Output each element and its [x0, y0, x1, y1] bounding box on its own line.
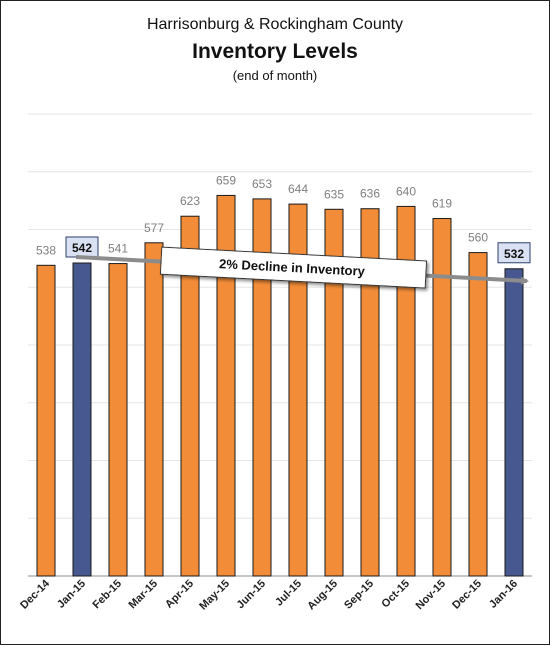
value-label-nov-15: 619 [432, 197, 452, 211]
bar-jan-16 [504, 268, 524, 577]
chart-note: (end of month) [232, 68, 318, 83]
value-label-oct-15: 640 [396, 184, 416, 198]
bar-may-15 [216, 194, 236, 577]
bar-feb-15 [108, 263, 128, 577]
chart-title: Harrisonburg & Rockingham County [146, 16, 404, 33]
chart-subtitle: Inventory Levels [192, 40, 358, 63]
value-label-aug-15: 635 [324, 187, 344, 201]
value-label-may-15: 659 [216, 173, 236, 187]
value-label-dec-14: 538 [36, 243, 56, 257]
trend-annotation: 2% Decline in Inventory [75, 246, 529, 289]
tick-label-mar-15: Mar-15 [127, 578, 161, 612]
bar-jan-15 [72, 262, 92, 577]
value-label-box [497, 242, 531, 264]
value-label-jul-15: 644 [288, 182, 308, 196]
tick-label-jun-15: Jun-15 [235, 578, 269, 612]
tick-label-jan-16: Jan-16 [487, 578, 520, 611]
value-label-jan-15: 542 [72, 241, 92, 255]
value-label-jan-16: 532 [504, 247, 524, 261]
bar-jul-15 [288, 203, 308, 577]
tick-label-may-15: May-15 [197, 578, 232, 613]
tick-label-aug-15: Aug-15 [305, 578, 340, 613]
value-label-feb-15: 541 [108, 242, 128, 256]
tick-label-sep-15: Sep-15 [342, 578, 376, 612]
bar-nov-15 [432, 218, 452, 577]
tick-label-dec-15: Dec-15 [450, 578, 484, 612]
value-label-apr-15: 623 [180, 194, 200, 208]
bar-dec-14 [36, 264, 56, 577]
bar-aug-15 [324, 208, 344, 577]
bars [36, 194, 524, 577]
bar-mar-15 [144, 242, 164, 577]
tick-label-dec-14: Dec-14 [18, 577, 53, 612]
value-label-dec-15: 560 [468, 231, 488, 245]
tick-label-apr-15: Apr-15 [163, 578, 196, 611]
gridlines [28, 113, 532, 577]
bar-jun-15 [252, 198, 272, 577]
value-label-mar-15: 577 [144, 221, 164, 235]
bar-apr-15 [180, 215, 200, 577]
tick-label-oct-15: Oct-15 [379, 578, 412, 611]
value-label-sep-15: 636 [360, 187, 380, 201]
annotation-box: 2% Decline in Inventory [159, 246, 428, 289]
tick-label-nov-15: Nov-15 [414, 578, 448, 612]
tick-label-jan-15: Jan-15 [55, 578, 88, 611]
bar-dec-15 [468, 252, 488, 577]
bar-oct-15 [396, 205, 416, 577]
tick-label-feb-15: Feb-15 [91, 578, 125, 612]
bar-sep-15 [360, 208, 380, 577]
value-label-jun-15: 653 [252, 177, 272, 191]
tick-label-jul-15: Jul-15 [273, 578, 304, 609]
x-tick-labels: Dec-14 Jan-15 Feb-15 Mar-15 Apr-15 May-15 Jun-… [18, 577, 520, 612]
value-labels: 538 542 541 577 623 659 653 644 635 636 640 619 560 5… [36, 173, 531, 264]
